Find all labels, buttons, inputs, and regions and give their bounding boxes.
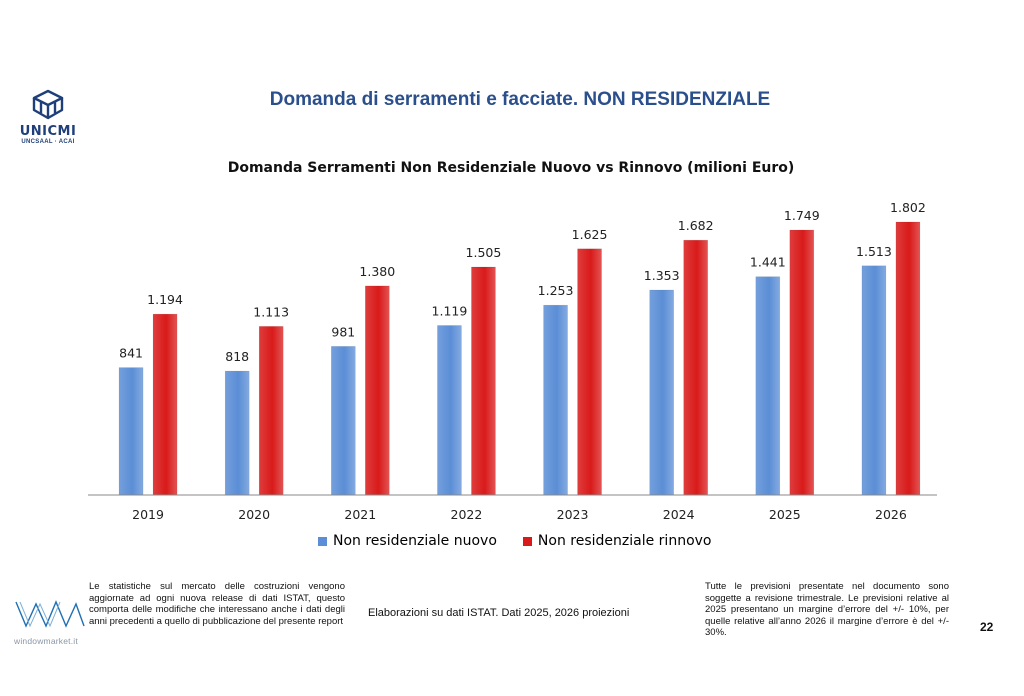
data-label-rinnovo-2021: 1.380 bbox=[359, 264, 395, 279]
data-label-nuovo-2021: 981 bbox=[331, 324, 355, 339]
data-label-nuovo-2024: 1.353 bbox=[644, 268, 680, 283]
bar-nuovo-2019 bbox=[118, 367, 144, 496]
bar-rinnovo-2020 bbox=[258, 326, 284, 496]
x-tick-2020: 2020 bbox=[238, 507, 270, 522]
x-tick-2019: 2019 bbox=[132, 507, 164, 522]
footer-source: Elaborazioni su dati ISTAT. Dati 2025, 2… bbox=[368, 607, 630, 619]
x-tick-2026: 2026 bbox=[875, 507, 907, 522]
chart-title: Domanda Serramenti Non Residenziale Nuov… bbox=[227, 160, 795, 176]
data-label-nuovo-2023: 1.253 bbox=[538, 283, 574, 298]
bar-rinnovo-2026 bbox=[895, 221, 921, 496]
data-label-rinnovo-2024: 1.682 bbox=[678, 218, 714, 233]
data-label-nuovo-2020: 818 bbox=[225, 349, 249, 364]
x-tick-2025: 2025 bbox=[769, 507, 801, 522]
chart-legend: Non residenziale nuovo Non residenziale … bbox=[318, 533, 711, 549]
data-label-rinnovo-2025: 1.749 bbox=[784, 208, 820, 223]
data-label-nuovo-2022: 1.119 bbox=[432, 303, 468, 318]
legend-label-nuovo: Non residenziale nuovo bbox=[333, 533, 497, 549]
bar-nuovo-2022 bbox=[437, 325, 462, 496]
data-label-nuovo-2025: 1.441 bbox=[750, 255, 786, 270]
data-label-rinnovo-2023: 1.625 bbox=[572, 227, 608, 242]
x-tick-2022: 2022 bbox=[451, 507, 483, 522]
legend-item-rinnovo: Non residenziale rinnovo bbox=[522, 533, 712, 549]
unicmi-brand: UNICMI bbox=[19, 124, 77, 139]
bar-nuovo-2026 bbox=[861, 265, 887, 496]
page-title: Domanda di serramenti e facciate. NON RE… bbox=[269, 89, 771, 110]
x-tick-2024: 2024 bbox=[663, 507, 695, 522]
data-label-nuovo-2019: 841 bbox=[119, 346, 143, 361]
legend-swatch-nuovo bbox=[318, 536, 327, 546]
bar-rinnovo-2024 bbox=[683, 239, 708, 496]
x-tick-2023: 2023 bbox=[557, 507, 589, 522]
unicmi-logo: UNICMI UNCSAAL · ACAI bbox=[18, 88, 78, 145]
data-label-rinnovo-2022: 1.505 bbox=[466, 245, 502, 260]
legend-swatch-rinnovo bbox=[522, 536, 532, 546]
bar-rinnovo-2021 bbox=[365, 285, 390, 496]
windowmarket-wm-icon bbox=[15, 600, 85, 628]
x-tick-2021: 2021 bbox=[344, 507, 376, 522]
unicmi-sub: UNCSAAL · ACAI bbox=[21, 139, 75, 145]
data-label-rinnovo-2019: 1.194 bbox=[147, 292, 183, 307]
unicmi-cube-icon bbox=[32, 89, 64, 120]
windowmarket-logo: windowmarket.it bbox=[14, 598, 90, 646]
legend-item-nuovo: Non residenziale nuovo bbox=[318, 533, 497, 549]
footer-note-left: Le statistiche sul mercato delle costruz… bbox=[89, 581, 345, 627]
bar-nuovo-2021 bbox=[331, 346, 356, 496]
data-label-nuovo-2026: 1.513 bbox=[856, 244, 892, 259]
data-label-rinnovo-2026: 1.802 bbox=[890, 200, 926, 215]
bar-nuovo-2024 bbox=[649, 289, 674, 496]
bar-nuovo-2020 bbox=[224, 370, 250, 496]
bar-rinnovo-2022 bbox=[471, 266, 496, 496]
bar-nuovo-2025 bbox=[755, 276, 781, 496]
bar-rinnovo-2023 bbox=[577, 248, 602, 496]
windowmarket-text: windowmarket.it bbox=[14, 636, 78, 646]
bar-nuovo-2023 bbox=[543, 304, 568, 496]
bar-rinnovo-2025 bbox=[789, 229, 815, 496]
bar-rinnovo-2019 bbox=[152, 313, 178, 496]
page-number: 22 bbox=[980, 620, 994, 634]
footer-note-right: Tutte le previsioni presentate nel docum… bbox=[705, 581, 949, 639]
data-label-rinnovo-2020: 1.113 bbox=[253, 304, 289, 319]
legend-label-rinnovo: Non residenziale rinnovo bbox=[537, 533, 712, 549]
